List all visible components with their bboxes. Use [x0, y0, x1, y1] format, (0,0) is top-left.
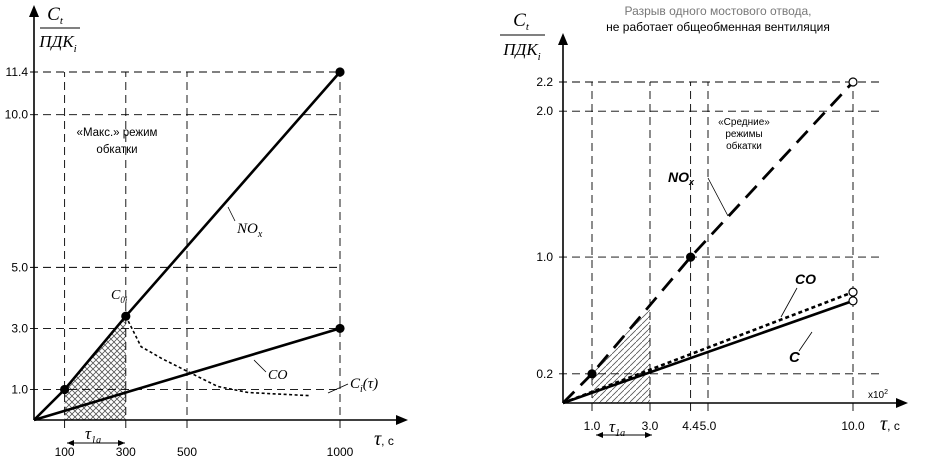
left-y-tick-label: 5.0 — [11, 260, 28, 274]
left-interval-marker: τ1a — [67, 424, 125, 446]
right-series-label-co: CO — [795, 271, 816, 287]
right-tick-layer: 0.2 1.0 2.0 2.2 1.0 3.0 4.4 5.0 10.0 — [536, 75, 865, 433]
left-x-axis-arrow — [396, 415, 408, 425]
right-title-line-2: не работает общеобменная вентиляция — [606, 20, 830, 34]
right-x-multiplier: x102 — [868, 389, 888, 401]
left-series-layer — [33, 67, 345, 422]
right-marker-co-10 — [848, 287, 858, 297]
right-co-leader — [780, 287, 798, 318]
left-marker-co-1000 — [335, 323, 345, 334]
left-xlabel-symbol: τ — [374, 428, 382, 450]
left-point-label: C0i — [111, 288, 128, 305]
right-y-axis-arrow — [558, 33, 568, 45]
right-x-axis-label: τ, с — [880, 413, 900, 435]
left-nox-leader — [227, 206, 236, 222]
right-interval-symbol: τ — [609, 417, 616, 436]
right-hatched-region — [592, 305, 650, 403]
svg-text:τ1a: τ1a — [609, 417, 625, 439]
right-ylabel-numerator: C — [513, 10, 526, 31]
left-y-tick-label: 1.0 — [11, 382, 28, 396]
right-marker-nox-10 — [848, 77, 858, 87]
right-series-line-1 — [562, 290, 854, 405]
right-guide-layer — [559, 81, 883, 411]
svg-text:τ1a: τ1a — [85, 424, 101, 446]
right-x-tick-label: 10.0 — [841, 419, 865, 433]
right-annotation: «Средние» режимы обкатки — [718, 117, 770, 152]
right-hatch-layer — [592, 305, 650, 403]
left-x-tick-label: 500 — [177, 445, 197, 459]
svg-text:ПДКi: ПДКi — [502, 40, 540, 63]
svg-text:ПДКi: ПДКi — [38, 32, 76, 55]
right-x-tick-label: 3.0 — [642, 419, 659, 433]
left-x-axis-label: τ, с — [374, 428, 394, 450]
svg-text:Ct: Ct — [47, 4, 64, 27]
left-series-label-co: CO — [268, 368, 287, 383]
left-ylabel-denominator: ПДК — [38, 32, 75, 51]
right-series-layer — [562, 77, 858, 405]
left-x-tick-label: 300 — [116, 445, 136, 459]
right-title-line-1: Разрыв одного мостового отвода, — [624, 4, 811, 18]
left-tick-layer: 1.0 3.0 5.0 10.0 11.4 100 300 500 1000 — [5, 65, 354, 459]
left-series-line-1 — [33, 327, 341, 422]
right-series-line-0 — [562, 81, 855, 404]
left-chart: 1.0 3.0 5.0 10.0 11.4 100 300 500 1000 Ct ПДКi τ… — [5, 4, 408, 459]
left-interval-symbol: τ — [85, 424, 92, 443]
left-co-leader — [253, 359, 267, 373]
right-y-tick-label: 2.2 — [536, 75, 553, 89]
right-marker-nox-4-4 — [685, 252, 696, 262]
right-chart: Разрыв одного мостового отвода, не работ… — [500, 4, 908, 439]
left-xlabel-unit: , с — [381, 434, 394, 448]
left-y-tick-label: 3.0 — [11, 321, 28, 335]
left-x-tick-label: 100 — [55, 445, 75, 459]
right-y-axis-label: Ct ПДКi — [500, 10, 545, 63]
right-x-tick-label: 5.0 — [700, 419, 717, 433]
right-c-leader — [798, 331, 813, 352]
right-series-label-nox: NOx — [668, 169, 695, 187]
right-y-tick-label: 1.0 — [536, 250, 553, 264]
right-interval-marker: τ1a — [596, 417, 652, 439]
right-axes — [558, 33, 908, 408]
left-ylabel-numerator: C — [47, 4, 60, 25]
left-y-tick-label: 11.4 — [6, 65, 29, 79]
left-series-line-2 — [125, 315, 310, 397]
left-series-label-nox: NOx — [236, 221, 263, 240]
left-y-axis-label: Ct ПДКi — [38, 4, 80, 55]
right-ylabel-denominator: ПДК — [502, 40, 539, 59]
left-x-tick-label: 1000 — [327, 445, 354, 459]
left-interval-sub: 1a — [91, 435, 101, 446]
right-xlabel-symbol: τ — [880, 413, 888, 435]
right-marker-c-10 — [848, 296, 858, 306]
left-hatched-region — [64, 316, 126, 420]
right-series-line-2 — [562, 299, 854, 405]
right-xlabel-unit: , с — [887, 419, 900, 433]
right-interval-sub: 1a — [615, 428, 625, 439]
left-series-label-ci: Ci(τ) — [350, 376, 378, 395]
left-series-line-0 — [33, 71, 341, 421]
left-marker-c0i — [121, 311, 131, 321]
left-ylabel-denominator-sub: i — [74, 43, 77, 55]
left-marker-nox-1000 — [335, 67, 345, 77]
right-x-tick-label: 4.4 — [682, 419, 699, 433]
right-nox-leader — [707, 177, 729, 217]
right-y-tick-label: 2.0 — [536, 104, 553, 118]
left-guide-layer — [30, 71, 341, 428]
right-x-tick-label: 1.0 — [584, 419, 601, 433]
left-y-axis-arrow — [29, 5, 39, 17]
right-y-tick-label: 0.2 — [536, 367, 553, 381]
right-marker-nox-1 — [587, 369, 597, 379]
left-ylabel-numerator-sub: t — [60, 15, 64, 27]
right-ylabel-numerator-sub: t — [526, 21, 530, 33]
left-annotation: «Макс.» режим обкатки — [77, 127, 158, 156]
left-hatch-layer — [64, 316, 126, 420]
svg-text:Ct: Ct — [513, 10, 530, 33]
right-x-axis-arrow — [896, 398, 908, 408]
right-ylabel-denominator-sub: i — [538, 51, 541, 63]
left-axes — [29, 5, 408, 425]
right-series-label-c: C — [789, 349, 801, 366]
left-y-tick-label: 10.0 — [5, 108, 29, 122]
left-ci-leader — [327, 383, 349, 394]
left-marker-nox-100 — [59, 384, 70, 395]
